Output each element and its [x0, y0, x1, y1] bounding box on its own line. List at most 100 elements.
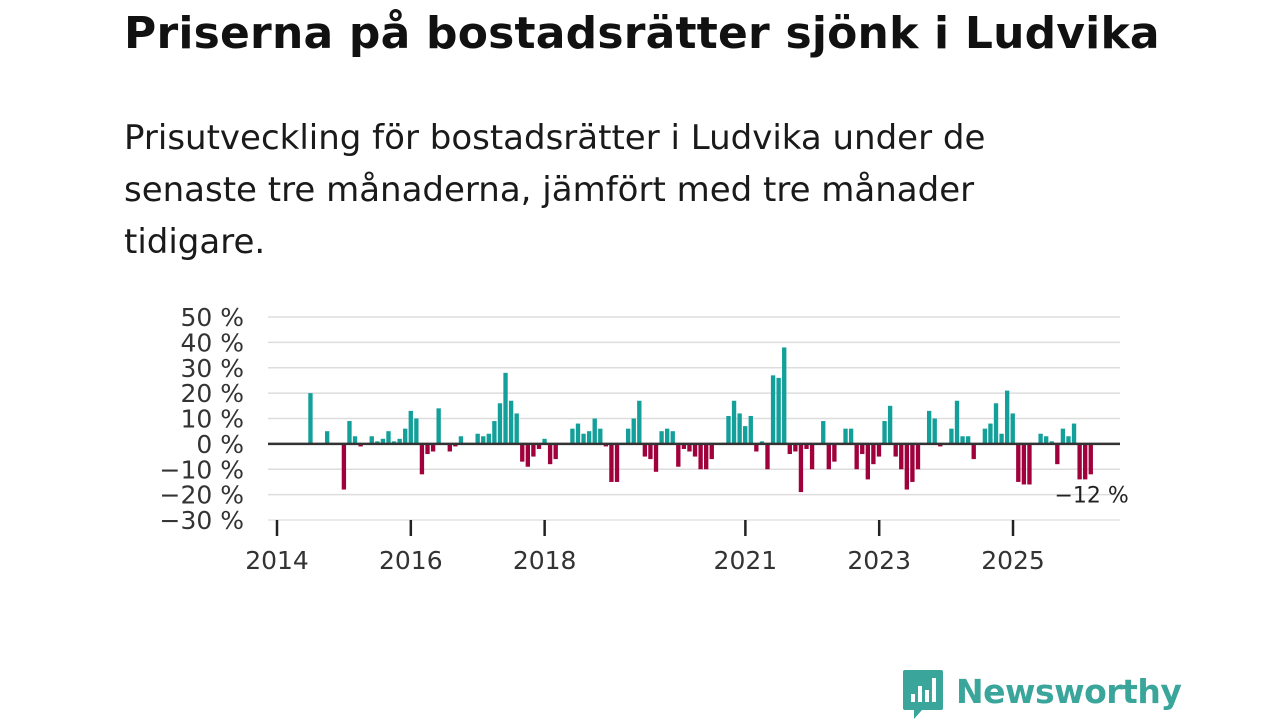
- chart-bar: [1071, 423, 1077, 444]
- chart-bar: [871, 443, 876, 465]
- chart-bar: [369, 436, 374, 444]
- chart-bar: [430, 443, 436, 452]
- chart-bar: [938, 443, 943, 447]
- chart-bar: [592, 418, 597, 444]
- chart-bar: [358, 443, 363, 447]
- chart-bar: [475, 433, 480, 444]
- chart-bar: [765, 443, 770, 470]
- chart-bars: [308, 347, 1093, 493]
- chart-bar: [603, 443, 609, 447]
- chart-bar: [809, 443, 815, 470]
- chart-bar: [514, 413, 519, 444]
- chart-bar: [731, 400, 737, 444]
- chart-bar: [653, 443, 659, 472]
- x-axis-labels: 2014 2016 2018 2021 2023 2025: [245, 520, 1045, 575]
- chart-bar: [704, 443, 709, 470]
- chart-bar: [631, 418, 636, 444]
- page-title: Priserna på bostadsrätter sjönk i Ludvik…: [124, 8, 1160, 59]
- chart-grid: [268, 316, 1120, 521]
- chart-bar: [681, 443, 687, 449]
- chart-bar: [648, 443, 653, 460]
- chart-bar: [419, 443, 425, 475]
- chart-bar: [375, 441, 380, 444]
- chart-bar: [508, 400, 514, 444]
- chart-bar: [352, 436, 358, 444]
- chart-bar: [598, 428, 603, 444]
- chart-bar: [826, 443, 831, 470]
- chart-bar: [542, 438, 547, 444]
- chart-bar: [425, 443, 430, 455]
- chart-bar: [988, 423, 993, 444]
- chart-bar: [698, 443, 703, 470]
- chart-bar: [380, 438, 386, 444]
- last-value-label: −12 %: [1054, 484, 1128, 509]
- chart-bar: [609, 443, 614, 482]
- chart-bar: [659, 431, 664, 444]
- chart-bar: [664, 428, 670, 444]
- chart-bar: [625, 428, 631, 444]
- chart-bar: [341, 443, 347, 490]
- y-tick-label: 10 %: [180, 405, 244, 434]
- chart-bar: [481, 436, 486, 444]
- chart-bar: [887, 405, 893, 444]
- chart-bar: [754, 443, 759, 452]
- chart-bar: [965, 436, 971, 444]
- chart-bar: [1016, 443, 1021, 482]
- chart-bar: [843, 428, 848, 444]
- chart-bar: [1038, 433, 1043, 444]
- chart-bar: [804, 443, 809, 449]
- chart-bar: [737, 413, 742, 444]
- chart-bar: [860, 443, 865, 455]
- chart-bar: [586, 431, 592, 444]
- chart-bar: [1066, 436, 1071, 444]
- y-tick-label: −30 %: [160, 506, 244, 535]
- chart-bar: [1060, 428, 1066, 444]
- y-tick-label: 40 %: [180, 328, 244, 357]
- chart-bar: [821, 421, 826, 444]
- chart-bar: [414, 418, 419, 444]
- chart-bar: [492, 421, 497, 444]
- chart-bar: [971, 443, 976, 460]
- chart-bar: [347, 421, 352, 444]
- chart-bar: [553, 443, 558, 460]
- chart-bar: [1027, 443, 1032, 485]
- chart-bar: [403, 428, 408, 444]
- chart-bar: [899, 443, 904, 470]
- chart-bar: [854, 443, 859, 470]
- chart-bar: [999, 433, 1004, 444]
- chart-bar: [637, 400, 642, 444]
- chart-bar: [759, 441, 765, 444]
- chart-bar: [575, 423, 581, 444]
- chart-bar: [676, 443, 681, 467]
- chart-bar: [782, 347, 787, 444]
- y-tick-label: 50 %: [180, 303, 244, 332]
- chart-bar: [1049, 441, 1054, 444]
- chart-bar: [1088, 443, 1093, 475]
- chart-bar: [687, 443, 692, 452]
- chart-bar: [915, 443, 921, 470]
- chart-bar: [536, 443, 542, 449]
- chart-bar: [525, 443, 531, 467]
- chart-bar: [570, 428, 575, 444]
- chart-bar: [458, 436, 464, 444]
- chart-bar: [726, 415, 731, 444]
- chart-bar: [614, 443, 620, 482]
- logo-text: Newsworthy: [956, 672, 1182, 711]
- x-tick-label: 2023: [847, 546, 911, 575]
- x-tick-label: 2021: [714, 546, 778, 575]
- x-tick-label: 2018: [513, 546, 577, 575]
- chart-bar: [776, 377, 781, 444]
- chart-bar: [876, 443, 882, 457]
- chart-bar: [910, 443, 915, 482]
- chart-bar: [1021, 443, 1027, 485]
- chart-bar: [1083, 443, 1088, 480]
- chart-bar: [949, 428, 954, 444]
- chart-bar: [982, 428, 988, 444]
- chart-bar: [960, 436, 965, 444]
- chart-bar: [1004, 390, 1010, 444]
- chart-bar: [497, 403, 503, 444]
- chart-bar: [436, 408, 441, 444]
- chart-bar: [832, 443, 837, 462]
- chart-bar: [531, 443, 536, 457]
- chart-bar: [798, 443, 804, 493]
